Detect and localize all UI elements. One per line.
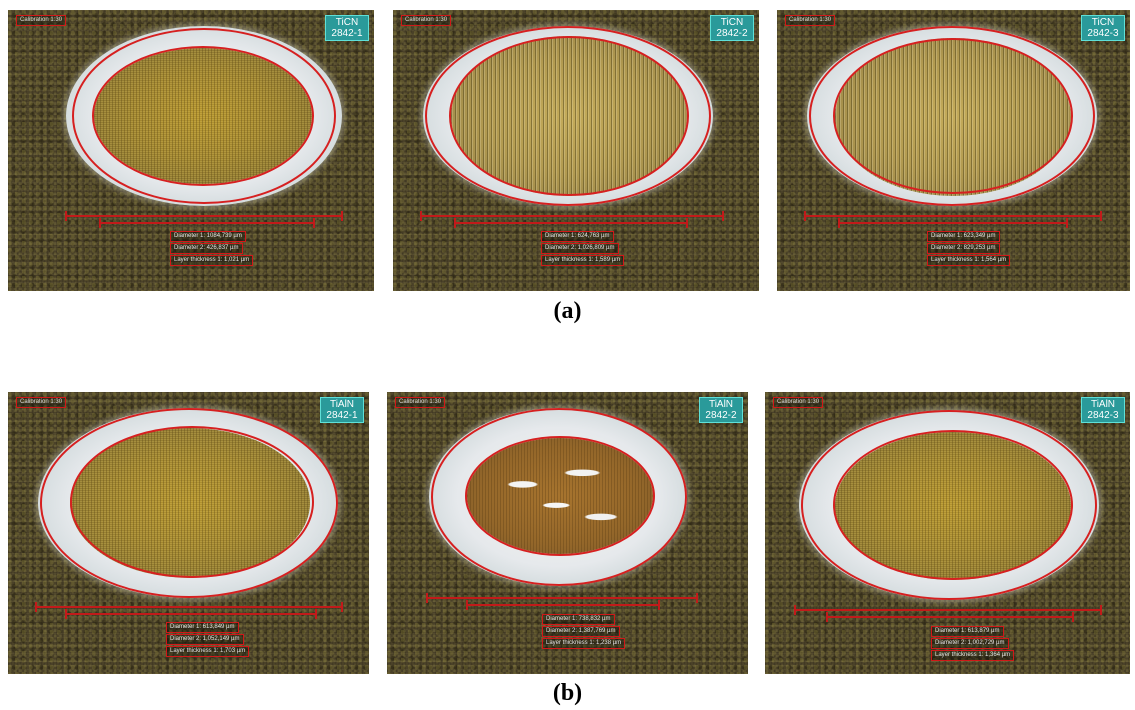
- diameter-1-label: Diameter 1: 624,763 µm: [541, 231, 614, 242]
- outer-ellipse: [72, 28, 336, 204]
- scale-bar-inner: [826, 612, 1074, 622]
- sample-coating: TiAlN: [1090, 399, 1116, 410]
- micrograph-ticn-2842-2: Calibration 1:30 TiCN 2842-2 Diameter 1:…: [393, 10, 759, 291]
- inner-ellipse: [70, 426, 314, 578]
- layer-thickness-label: Layer thickness 1: 1,238 µm: [542, 638, 626, 649]
- micrograph-tialn-2842-2: Calibration 1:30 TiAlN 2842-2 Diameter 1…: [387, 392, 748, 674]
- diameter-2-label: Diameter 2: 1,387,769 µm: [542, 626, 620, 637]
- scale-bar: [794, 605, 1102, 615]
- sample-coating: TiCN: [720, 17, 744, 28]
- scale-bar: [804, 211, 1102, 221]
- scale-bar-inner: [65, 609, 317, 619]
- sample-coating: TiAlN: [708, 399, 734, 410]
- sample-tag: TiCN 2842-3: [1081, 15, 1125, 41]
- diameter-2-label: Diameter 2: 1,052,149 µm: [166, 634, 244, 645]
- scale-bar: [65, 211, 343, 221]
- sample-id: 2842-1: [331, 28, 363, 39]
- diameter-2-label: Diameter 2: 1,026,809 µm: [541, 243, 619, 254]
- sample-coating: TiCN: [1091, 17, 1115, 28]
- layer-thickness-label: Layer thickness 1: 1,564 µm: [927, 255, 1011, 266]
- scale-bar: [35, 602, 343, 612]
- calibration-label: Calibration 1:30: [773, 397, 824, 408]
- sample-coating: TiCN: [335, 17, 359, 28]
- inner-ellipse: [833, 430, 1073, 580]
- scale-bar-inner: [99, 218, 315, 228]
- micrograph-tialn-2842-1: Calibration 1:30 TiAlN 2842-1 Diameter 1…: [8, 392, 369, 674]
- micrograph-ticn-2842-3: Calibration 1:30 TiCN 2842-3 Diameter 1:…: [777, 10, 1130, 291]
- sample-tag: TiCN 2842-2: [710, 15, 754, 41]
- sample-id: 2842-3: [1087, 410, 1119, 421]
- sample-coating: TiAlN: [329, 399, 355, 410]
- scale-bar-inner: [838, 218, 1068, 228]
- layer-thickness-label: Layer thickness 1: 1,589 µm: [541, 255, 625, 266]
- outer-ellipse: [40, 408, 338, 598]
- outer-ellipse: [801, 410, 1097, 600]
- diameter-2-label: Diameter 2: 829,253 µm: [927, 243, 1000, 254]
- scale-bar: [420, 211, 724, 221]
- sample-tag: TiCN 2842-1: [325, 15, 369, 41]
- scale-bar-inner: [466, 600, 660, 610]
- diameter-2-label: Diameter 2: 426,837 µm: [170, 243, 243, 254]
- sample-tag: TiAlN 2842-3: [1081, 397, 1125, 423]
- diameter-1-label: Diameter 1: 623,349 µm: [927, 231, 1000, 242]
- diameter-1-label: Diameter 1: 613,849 µm: [166, 622, 239, 633]
- scale-bar: [426, 593, 698, 603]
- caption-b: (b): [552, 680, 583, 706]
- outer-ellipse: [809, 26, 1095, 206]
- micrograph-ticn-2842-1: Calibration 1:30 TiCN 2842-1 Diameter 1:…: [8, 10, 374, 291]
- layer-thickness-label: Layer thickness 1: 1,021 µm: [170, 255, 254, 266]
- inner-ellipse: [465, 436, 655, 556]
- sample-tag: TiAlN 2842-2: [699, 397, 743, 423]
- calibration-label: Calibration 1:30: [16, 15, 67, 26]
- sample-id: 2842-2: [705, 410, 737, 421]
- calibration-label: Calibration 1:30: [785, 15, 836, 26]
- caption-a: (a): [553, 298, 582, 324]
- calibration-label: Calibration 1:30: [395, 397, 446, 408]
- micrograph-tialn-2842-3: Calibration 1:30 TiAlN 2842-3 Diameter 1…: [765, 392, 1130, 674]
- diameter-1-label: Diameter 1: 1084,739 µm: [170, 231, 246, 242]
- sample-tag: TiAlN 2842-1: [320, 397, 364, 423]
- diameter-1-label: Diameter 1: 613,879 µm: [931, 626, 1004, 637]
- outer-ellipse: [425, 26, 711, 206]
- calibration-label: Calibration 1:30: [16, 397, 67, 408]
- outer-ellipse: [431, 408, 687, 586]
- layer-thickness-label: Layer thickness 1: 1,364 µm: [931, 650, 1015, 661]
- scale-bar-inner: [454, 218, 688, 228]
- sample-id: 2842-3: [1087, 28, 1119, 39]
- calibration-label: Calibration 1:30: [401, 15, 452, 26]
- inner-ellipse: [449, 36, 689, 196]
- inner-ellipse: [92, 46, 314, 186]
- diameter-1-label: Diameter 1: 738,832 µm: [542, 614, 615, 625]
- layer-thickness-label: Layer thickness 1: 1,703 µm: [166, 646, 250, 657]
- sample-id: 2842-2: [716, 28, 748, 39]
- sample-id: 2842-1: [326, 410, 358, 421]
- diameter-2-label: Diameter 2: 1,002,729 µm: [931, 638, 1009, 649]
- inner-ellipse: [833, 38, 1073, 194]
